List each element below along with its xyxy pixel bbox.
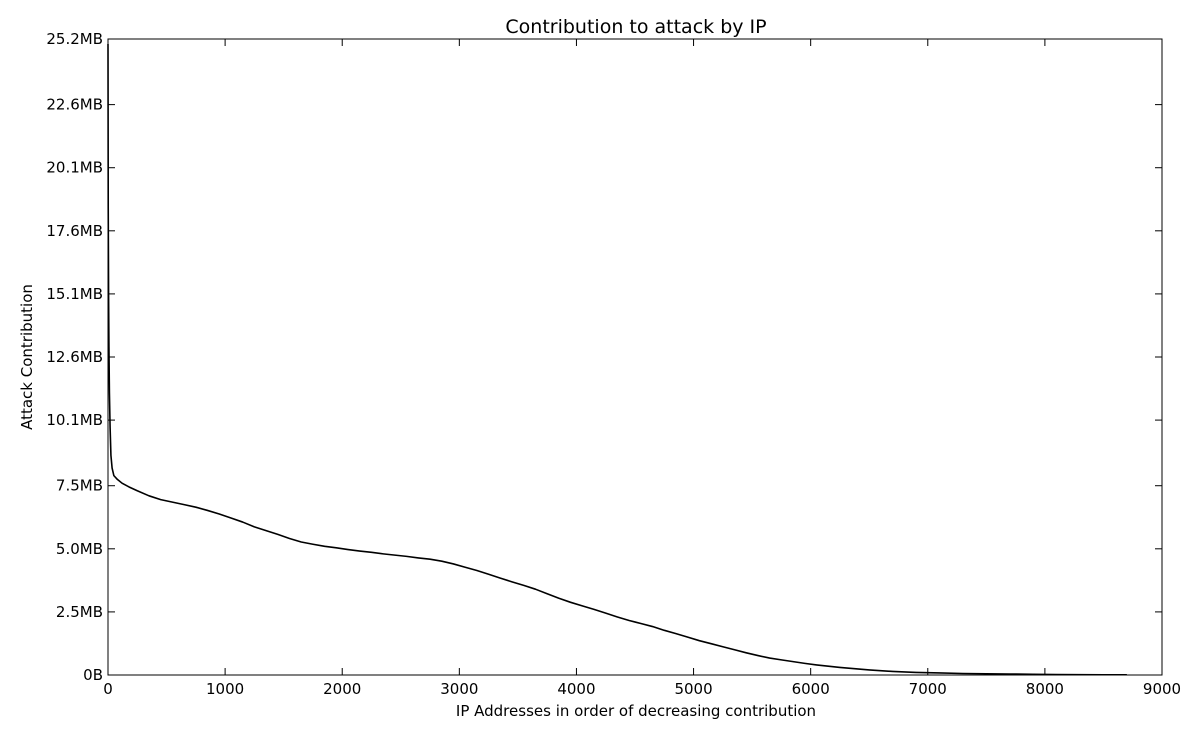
x-tick-label: 1000 bbox=[206, 680, 244, 698]
x-tick-label: 9000 bbox=[1143, 680, 1181, 698]
y-tick-label: 15.1MB bbox=[46, 285, 103, 303]
y-tick-label: 5.0MB bbox=[56, 540, 103, 558]
series-line-0 bbox=[107, 44, 1127, 676]
plot-frame bbox=[107, 38, 1163, 676]
y-tick-label: 10.1MB bbox=[46, 411, 103, 429]
x-tick-label: 2000 bbox=[323, 680, 361, 698]
x-tick-label: 8000 bbox=[1026, 680, 1064, 698]
x-tick-label: 4000 bbox=[557, 680, 595, 698]
x-axis-label: IP Addresses in order of decreasing cont… bbox=[456, 702, 816, 720]
x-tick-label: 7000 bbox=[909, 680, 947, 698]
series-group bbox=[107, 44, 1127, 676]
y-tick-label: 2.5MB bbox=[56, 603, 103, 621]
y-axis-label: Attack Contribution bbox=[18, 284, 36, 430]
y-tick-label: 25.2MB bbox=[46, 30, 103, 48]
axis-ticks: 0 1000 2000 3000 4000 5000 6000 7000 8000 9000 0B 2… bbox=[46, 30, 1181, 698]
y-tick-label: 0B bbox=[83, 666, 103, 684]
x-tick-label: 5000 bbox=[674, 680, 712, 698]
chart-title: Contribution to attack by IP bbox=[505, 16, 766, 38]
y-tick-label: 7.5MB bbox=[56, 477, 103, 495]
x-tick-label: 3000 bbox=[440, 680, 478, 698]
y-tick-label: 22.6MB bbox=[46, 96, 103, 114]
y-tick-label: 20.1MB bbox=[46, 159, 103, 177]
y-tick-label: 17.6MB bbox=[46, 222, 103, 240]
y-tick-label: 12.6MB bbox=[46, 348, 103, 366]
x-tick-label: 6000 bbox=[792, 680, 830, 698]
x-tick-label: 0 bbox=[103, 680, 113, 698]
